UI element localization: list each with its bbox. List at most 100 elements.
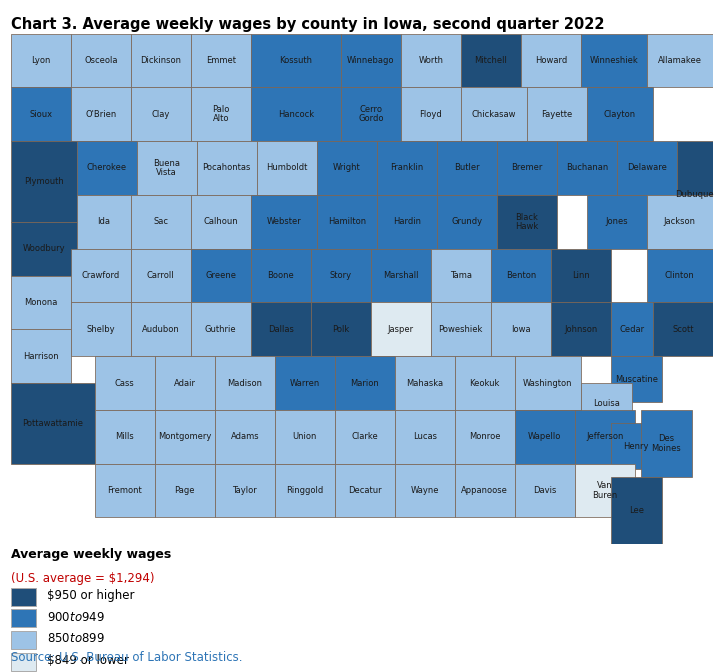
Text: Black
Hawk: Black Hawk xyxy=(516,212,539,231)
Text: Louisa: Louisa xyxy=(593,398,620,408)
Text: Lucas: Lucas xyxy=(413,432,437,442)
Text: Carroll: Carroll xyxy=(147,271,175,280)
Bar xyxy=(551,249,611,302)
Text: Allamakee: Allamakee xyxy=(658,56,702,65)
Text: Ida: Ida xyxy=(97,217,110,226)
Text: Howard: Howard xyxy=(535,56,567,65)
Text: Cedar: Cedar xyxy=(619,325,644,334)
Bar xyxy=(551,302,611,356)
Text: Wright: Wright xyxy=(333,163,361,173)
Bar xyxy=(335,356,395,410)
Text: Jones: Jones xyxy=(606,217,628,226)
Text: Muscatine: Muscatine xyxy=(615,374,658,384)
Bar xyxy=(197,141,257,195)
Text: Tama: Tama xyxy=(450,271,472,280)
Bar xyxy=(11,631,36,649)
Text: Delaware: Delaware xyxy=(627,163,667,173)
Bar xyxy=(455,356,515,410)
Text: Scott: Scott xyxy=(672,325,693,334)
Bar xyxy=(215,356,275,410)
Bar xyxy=(587,87,653,141)
Bar xyxy=(521,34,581,87)
Text: Humboldt: Humboldt xyxy=(266,163,307,173)
Text: Polk: Polk xyxy=(332,325,349,334)
Bar xyxy=(317,141,377,195)
Text: Winnebago: Winnebago xyxy=(347,56,395,65)
Bar xyxy=(257,141,317,195)
Text: Kossuth: Kossuth xyxy=(279,56,312,65)
Bar xyxy=(455,410,515,464)
Text: Iowa: Iowa xyxy=(511,325,531,334)
Text: Clay: Clay xyxy=(152,110,170,119)
Bar xyxy=(401,34,461,87)
Bar xyxy=(575,464,635,517)
Text: Washington: Washington xyxy=(523,378,572,388)
Bar xyxy=(137,141,197,195)
Text: Van
Buren: Van Buren xyxy=(592,481,618,500)
Text: Lee: Lee xyxy=(629,506,644,515)
Bar xyxy=(215,410,275,464)
Text: $850 to $899: $850 to $899 xyxy=(47,632,104,645)
Text: Clinton: Clinton xyxy=(665,271,695,280)
Bar xyxy=(653,302,713,356)
Text: Source: U.S. Bureau of Labor Statistics.: Source: U.S. Bureau of Labor Statistics. xyxy=(11,651,243,664)
Bar xyxy=(437,141,497,195)
Text: Fremont: Fremont xyxy=(107,486,142,495)
Bar xyxy=(581,34,647,87)
Bar xyxy=(251,87,341,141)
Text: Keokuk: Keokuk xyxy=(469,378,500,388)
Bar xyxy=(191,249,251,302)
Text: Appanoose: Appanoose xyxy=(462,486,508,495)
Text: Ringgold: Ringgold xyxy=(286,486,323,495)
Bar xyxy=(431,302,491,356)
Bar xyxy=(515,356,581,410)
Text: Jasper: Jasper xyxy=(388,325,414,334)
Text: Fayette: Fayette xyxy=(541,110,572,119)
Text: Mills: Mills xyxy=(115,432,134,442)
Text: Page: Page xyxy=(174,486,195,495)
Bar xyxy=(131,87,191,141)
Bar xyxy=(311,249,371,302)
Bar xyxy=(611,477,662,544)
Bar xyxy=(95,464,155,517)
Bar xyxy=(95,356,155,410)
Text: Montgomery: Montgomery xyxy=(158,432,212,442)
Bar xyxy=(71,34,131,87)
Bar xyxy=(455,464,515,517)
Bar xyxy=(611,302,653,356)
Text: Calhoun: Calhoun xyxy=(204,217,238,226)
Text: Monona: Monona xyxy=(24,298,58,307)
Bar xyxy=(647,34,713,87)
Text: Emmet: Emmet xyxy=(206,56,236,65)
Bar xyxy=(371,302,431,356)
Bar xyxy=(11,141,77,222)
Bar xyxy=(275,356,335,410)
Bar xyxy=(131,34,191,87)
Text: Benton: Benton xyxy=(505,271,536,280)
Text: O'Brien: O'Brien xyxy=(85,110,117,119)
Text: Webster: Webster xyxy=(266,217,301,226)
Text: Franklin: Franklin xyxy=(390,163,423,173)
Text: Butler: Butler xyxy=(454,163,480,173)
Bar xyxy=(191,302,251,356)
Text: Chart 3. Average weekly wages by county in Iowa, second quarter 2022: Chart 3. Average weekly wages by county … xyxy=(11,17,604,32)
Bar xyxy=(491,302,551,356)
Bar xyxy=(491,249,551,302)
Text: $849 or lower: $849 or lower xyxy=(47,654,129,667)
Bar xyxy=(395,410,455,464)
Text: Hamilton: Hamilton xyxy=(328,217,366,226)
Text: Jackson: Jackson xyxy=(664,217,696,226)
Text: Des
Moines: Des Moines xyxy=(652,434,681,453)
Text: Adams: Adams xyxy=(230,432,259,442)
Bar xyxy=(617,141,677,195)
Text: Worth: Worth xyxy=(418,56,444,65)
Text: Grundy: Grundy xyxy=(451,217,482,226)
Text: Marshall: Marshall xyxy=(383,271,418,280)
Bar xyxy=(191,87,251,141)
Text: Floyd: Floyd xyxy=(420,110,442,119)
Text: Decatur: Decatur xyxy=(348,486,382,495)
Text: Sac: Sac xyxy=(153,217,168,226)
Bar xyxy=(395,464,455,517)
Bar xyxy=(95,410,155,464)
Bar xyxy=(377,141,437,195)
